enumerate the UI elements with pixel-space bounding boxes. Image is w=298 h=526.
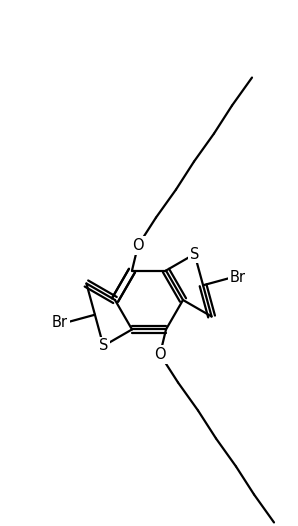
Text: S: S [99, 338, 108, 353]
Text: O: O [154, 347, 166, 362]
Text: Br: Br [230, 270, 246, 286]
Text: O: O [132, 238, 144, 253]
Text: S: S [190, 247, 199, 261]
Text: Br: Br [52, 315, 68, 330]
